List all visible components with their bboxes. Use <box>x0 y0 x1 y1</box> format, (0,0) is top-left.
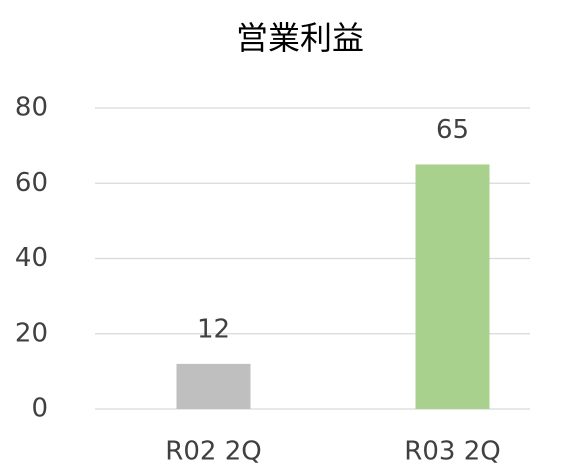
y-tick-label: 80 <box>15 93 48 123</box>
y-tick-label: 60 <box>15 168 48 198</box>
x-tick-label: R03 2Q <box>404 437 500 467</box>
chart-title: 営業利益 <box>236 19 364 57</box>
bar <box>176 363 251 409</box>
bar <box>415 164 490 409</box>
x-tick-label: R02 2Q <box>165 437 261 467</box>
data-label: 65 <box>436 115 469 145</box>
y-tick-label: 20 <box>15 318 48 348</box>
y-tick-label: 0 <box>31 394 48 424</box>
y-tick-label: 40 <box>15 243 48 273</box>
data-label: 12 <box>197 314 230 344</box>
